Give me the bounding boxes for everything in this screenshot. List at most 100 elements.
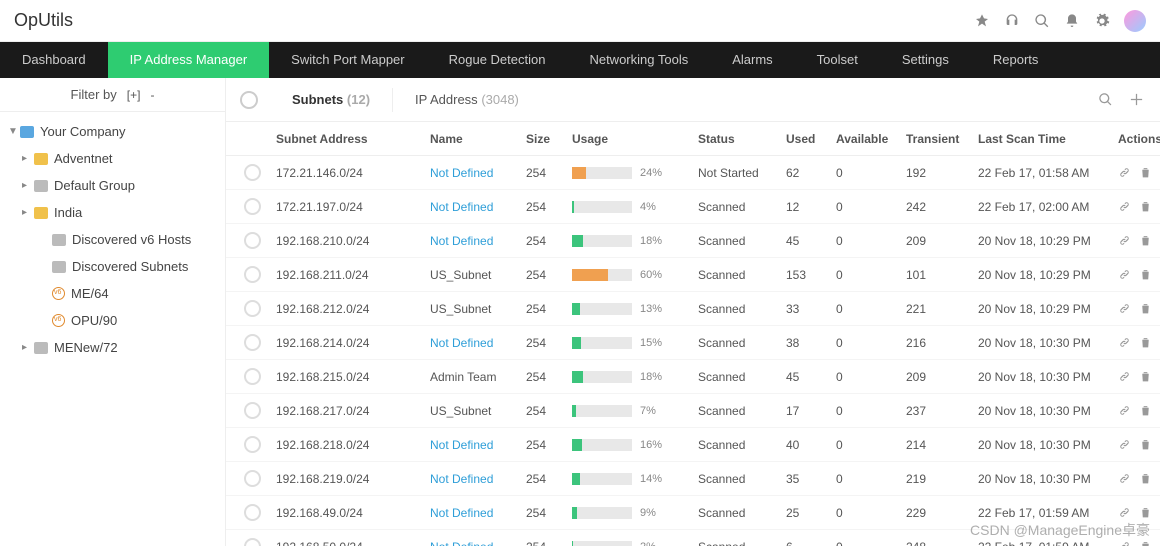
cell-name[interactable]: Not Defined bbox=[426, 472, 522, 486]
delete-icon[interactable] bbox=[1139, 302, 1152, 315]
nav-item-networking-tools[interactable]: Networking Tools bbox=[567, 42, 710, 78]
cell-name[interactable]: Not Defined bbox=[426, 336, 522, 350]
col-subnet[interactable]: Subnet Address bbox=[272, 132, 426, 146]
tree-node[interactable]: ▼Your Company bbox=[0, 118, 225, 145]
tree-node[interactable]: Discovered v6 Hosts bbox=[0, 226, 225, 253]
link-icon[interactable] bbox=[1118, 200, 1131, 213]
col-available[interactable]: Available bbox=[832, 132, 902, 146]
delete-icon[interactable] bbox=[1139, 268, 1152, 281]
table-row[interactable]: 192.168.217.0/24US_Subnet2547%Scanned170… bbox=[226, 394, 1160, 428]
bell-icon[interactable] bbox=[1064, 13, 1080, 29]
table-row[interactable]: 192.168.210.0/24Not Defined25418%Scanned… bbox=[226, 224, 1160, 258]
table-row[interactable]: 192.168.211.0/24US_Subnet25460%Scanned15… bbox=[226, 258, 1160, 292]
col-name[interactable]: Name bbox=[426, 132, 522, 146]
cell-usage: 15% bbox=[568, 337, 694, 349]
tree-node[interactable]: ▸MENew/72 bbox=[0, 334, 225, 361]
search-icon[interactable] bbox=[1034, 13, 1050, 29]
nav-item-alarms[interactable]: Alarms bbox=[710, 42, 794, 78]
select-all[interactable] bbox=[240, 91, 258, 109]
avatar[interactable] bbox=[1124, 10, 1146, 32]
link-icon[interactable] bbox=[1118, 472, 1131, 485]
row-select[interactable] bbox=[244, 334, 261, 351]
link-icon[interactable] bbox=[1118, 540, 1131, 546]
link-icon[interactable] bbox=[1118, 234, 1131, 247]
cell-size: 254 bbox=[522, 336, 568, 350]
cell-scan: 22 Feb 17, 01:59 AM bbox=[974, 506, 1114, 520]
delete-icon[interactable] bbox=[1139, 200, 1152, 213]
row-select[interactable] bbox=[244, 402, 261, 419]
gear-icon[interactable] bbox=[1094, 13, 1110, 29]
table-row[interactable]: 192.168.218.0/24Not Defined25416%Scanned… bbox=[226, 428, 1160, 462]
table-row[interactable]: 192.168.219.0/24Not Defined25414%Scanned… bbox=[226, 462, 1160, 496]
cell-name[interactable]: Not Defined bbox=[426, 506, 522, 520]
delete-icon[interactable] bbox=[1139, 404, 1152, 417]
col-transient[interactable]: Transient bbox=[902, 132, 974, 146]
row-select[interactable] bbox=[244, 368, 261, 385]
delete-icon[interactable] bbox=[1139, 540, 1152, 546]
nav-item-toolset[interactable]: Toolset bbox=[795, 42, 880, 78]
link-icon[interactable] bbox=[1118, 166, 1131, 179]
tab-subnets[interactable]: Subnets (12) bbox=[270, 78, 392, 122]
row-select[interactable] bbox=[244, 164, 261, 181]
col-usage[interactable]: Usage bbox=[568, 132, 694, 146]
delete-icon[interactable] bbox=[1139, 166, 1152, 179]
nav-item-reports[interactable]: Reports bbox=[971, 42, 1061, 78]
table-search-icon[interactable] bbox=[1098, 92, 1113, 107]
cell-name[interactable]: Not Defined bbox=[426, 540, 522, 546]
delete-icon[interactable] bbox=[1139, 506, 1152, 519]
col-lastscan[interactable]: Last Scan Time bbox=[974, 132, 1114, 146]
nav-item-ip-address-manager[interactable]: IP Address Manager bbox=[108, 42, 270, 78]
table-row[interactable]: 192.168.215.0/24Admin Team25418%Scanned4… bbox=[226, 360, 1160, 394]
tree-node[interactable]: ▸India bbox=[0, 199, 225, 226]
col-used[interactable]: Used bbox=[782, 132, 832, 146]
tree-node[interactable]: ▸Adventnet bbox=[0, 145, 225, 172]
col-status[interactable]: Status bbox=[694, 132, 782, 146]
delete-icon[interactable] bbox=[1139, 234, 1152, 247]
filter-expand[interactable]: [+] bbox=[127, 88, 141, 102]
tab-ip[interactable]: IP Address (3048) bbox=[393, 78, 541, 122]
row-select[interactable] bbox=[244, 232, 261, 249]
table-row[interactable]: 192.168.214.0/24Not Defined25415%Scanned… bbox=[226, 326, 1160, 360]
link-icon[interactable] bbox=[1118, 370, 1131, 383]
link-icon[interactable] bbox=[1118, 268, 1131, 281]
row-select[interactable] bbox=[244, 300, 261, 317]
delete-icon[interactable] bbox=[1139, 472, 1152, 485]
cell-name[interactable]: Not Defined bbox=[426, 234, 522, 248]
link-icon[interactable] bbox=[1118, 404, 1131, 417]
cell-actions bbox=[1114, 302, 1160, 315]
rocket-icon[interactable] bbox=[974, 13, 990, 29]
tree-node[interactable]: ▸Default Group bbox=[0, 172, 225, 199]
table-row[interactable]: 172.21.146.0/24Not Defined25424%Not Star… bbox=[226, 156, 1160, 190]
row-select[interactable] bbox=[244, 470, 261, 487]
row-select[interactable] bbox=[244, 504, 261, 521]
add-icon[interactable] bbox=[1129, 92, 1144, 107]
row-select[interactable] bbox=[244, 266, 261, 283]
table-row[interactable]: 172.21.197.0/24Not Defined2544%Scanned12… bbox=[226, 190, 1160, 224]
nav-item-rogue-detection[interactable]: Rogue Detection bbox=[427, 42, 568, 78]
delete-icon[interactable] bbox=[1139, 438, 1152, 451]
link-icon[interactable] bbox=[1118, 506, 1131, 519]
cell-name: US_Subnet bbox=[426, 302, 522, 316]
row-select[interactable] bbox=[244, 198, 261, 215]
cell-name[interactable]: Not Defined bbox=[426, 166, 522, 180]
cell-name[interactable]: Not Defined bbox=[426, 438, 522, 452]
link-icon[interactable] bbox=[1118, 438, 1131, 451]
cell-usage: 13% bbox=[568, 303, 694, 315]
nav-item-settings[interactable]: Settings bbox=[880, 42, 971, 78]
table-row[interactable]: 192.168.212.0/24US_Subnet25413%Scanned33… bbox=[226, 292, 1160, 326]
row-select[interactable] bbox=[244, 436, 261, 453]
row-select[interactable] bbox=[244, 538, 261, 546]
headset-icon[interactable] bbox=[1004, 13, 1020, 29]
link-icon[interactable] bbox=[1118, 302, 1131, 315]
tree-node[interactable]: ME/64 bbox=[0, 280, 225, 307]
link-icon[interactable] bbox=[1118, 336, 1131, 349]
nav-item-switch-port-mapper[interactable]: Switch Port Mapper bbox=[269, 42, 426, 78]
delete-icon[interactable] bbox=[1139, 336, 1152, 349]
col-size[interactable]: Size bbox=[522, 132, 568, 146]
tree-node[interactable]: Discovered Subnets bbox=[0, 253, 225, 280]
tree-node[interactable]: OPU/90 bbox=[0, 307, 225, 334]
cell-name[interactable]: Not Defined bbox=[426, 200, 522, 214]
delete-icon[interactable] bbox=[1139, 370, 1152, 383]
nav-item-dashboard[interactable]: Dashboard bbox=[0, 42, 108, 78]
filter-collapse[interactable]: - bbox=[150, 88, 154, 102]
